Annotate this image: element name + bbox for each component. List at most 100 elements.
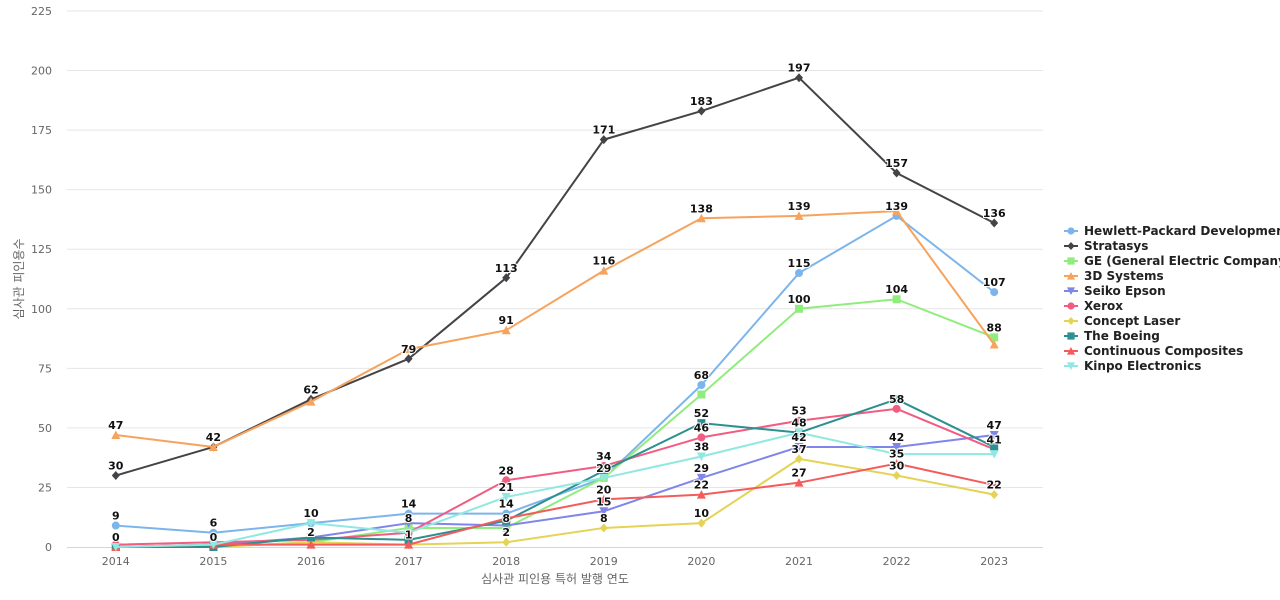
data-point bbox=[599, 473, 609, 483]
data-point bbox=[990, 442, 999, 451]
legend-label: Seiko Epson bbox=[1084, 284, 1166, 298]
data-point bbox=[696, 213, 706, 223]
legend-item[interactable]: Kinpo Electronics bbox=[1064, 359, 1201, 373]
x-tick-label: 2016 bbox=[297, 555, 325, 568]
series-lines bbox=[111, 73, 999, 552]
data-point bbox=[794, 478, 804, 487]
data-label: 21 bbox=[499, 481, 514, 494]
data-label: 30 bbox=[889, 460, 905, 473]
data-point bbox=[892, 206, 902, 216]
legend-marker bbox=[1067, 257, 1075, 265]
data-point bbox=[404, 354, 413, 364]
data-label: 8 bbox=[405, 512, 413, 525]
data-point bbox=[697, 381, 706, 390]
legend-label: 3D Systems bbox=[1084, 269, 1164, 283]
data-point bbox=[892, 450, 902, 459]
data-label: 107 bbox=[983, 276, 1006, 289]
legend-item[interactable]: Xerox bbox=[1064, 299, 1123, 313]
data-label: 8 bbox=[502, 512, 510, 525]
x-tick-label: 2022 bbox=[883, 555, 911, 568]
data-label: 38 bbox=[694, 440, 709, 453]
y-tick-label: 200 bbox=[31, 65, 52, 78]
data-point bbox=[892, 295, 901, 304]
legend-item[interactable]: Stratasys bbox=[1064, 239, 1148, 253]
y-tick-label: 0 bbox=[45, 541, 52, 554]
y-tick-label: 75 bbox=[38, 362, 52, 375]
series-stratasys bbox=[111, 73, 999, 481]
y-tick-label: 50 bbox=[38, 422, 52, 435]
data-point bbox=[794, 442, 804, 452]
legend-label: Xerox bbox=[1084, 299, 1123, 313]
legend-label: Hewlett-Packard Development bbox=[1084, 224, 1280, 238]
data-point bbox=[599, 494, 609, 504]
y-axis-title: 심사관 피인용수 bbox=[12, 238, 26, 319]
legend-marker bbox=[1067, 316, 1075, 326]
legend-label: The Boeing bbox=[1084, 329, 1160, 343]
data-point bbox=[989, 480, 999, 490]
data-point bbox=[697, 518, 706, 528]
data-point bbox=[208, 442, 218, 451]
data-label: 14 bbox=[401, 498, 417, 511]
legend-item[interactable]: Seiko Epson bbox=[1064, 284, 1166, 298]
legend-item[interactable]: Continuous Composites bbox=[1064, 344, 1243, 358]
data-label: 42 bbox=[889, 431, 904, 444]
series-line bbox=[115, 407, 995, 546]
data-point bbox=[404, 509, 413, 518]
data-label: 34 bbox=[596, 450, 612, 463]
data-label: 2 bbox=[502, 526, 510, 539]
data-point bbox=[990, 218, 999, 228]
data-point bbox=[990, 490, 999, 500]
data-point bbox=[697, 419, 706, 428]
legend-marker bbox=[1067, 227, 1075, 235]
data-point bbox=[111, 471, 120, 481]
data-point bbox=[501, 492, 511, 502]
data-label: 22 bbox=[694, 479, 709, 492]
legend-item[interactable]: 3D Systems bbox=[1064, 269, 1164, 283]
data-label: 46 bbox=[694, 421, 710, 434]
data-point bbox=[209, 528, 218, 537]
data-point bbox=[697, 433, 706, 442]
legend-label: Concept Laser bbox=[1084, 314, 1180, 328]
data-label: 10 bbox=[694, 507, 710, 520]
series-xerox bbox=[111, 404, 999, 549]
x-tick-label: 2019 bbox=[590, 555, 618, 568]
data-label: 42 bbox=[206, 431, 221, 444]
legend-item[interactable]: The Boeing bbox=[1064, 329, 1160, 343]
legend-label: Continuous Composites bbox=[1084, 344, 1243, 358]
data-label: 30 bbox=[108, 460, 124, 473]
x-tick-label: 2017 bbox=[395, 555, 423, 568]
legend-marker bbox=[1066, 287, 1076, 296]
y-tick-label: 225 bbox=[31, 5, 52, 18]
data-point bbox=[502, 509, 511, 518]
data-point bbox=[795, 73, 803, 83]
data-point bbox=[404, 523, 413, 532]
series-seiko-epson bbox=[111, 431, 999, 552]
data-label: 79 bbox=[401, 343, 416, 356]
series-line bbox=[115, 431, 995, 548]
data-point bbox=[404, 540, 414, 549]
data-point bbox=[892, 168, 901, 178]
data-label: 0 bbox=[210, 531, 218, 544]
data-label: 22 bbox=[987, 479, 1002, 492]
data-point bbox=[501, 325, 511, 335]
data-label: 52 bbox=[694, 407, 709, 420]
data-label: 157 bbox=[885, 157, 908, 170]
data-label: 58 bbox=[889, 393, 904, 406]
data-label: 37 bbox=[791, 443, 806, 456]
data-point bbox=[404, 519, 414, 528]
x-tick-label: 2023 bbox=[980, 555, 1008, 568]
legend-item[interactable]: Hewlett-Packard Development bbox=[1064, 224, 1280, 238]
grid-lines bbox=[67, 10, 1043, 488]
data-label: 171 bbox=[592, 124, 615, 137]
legend-marker bbox=[1066, 271, 1076, 280]
data-point bbox=[599, 523, 608, 533]
legend-item[interactable]: Concept Laser bbox=[1064, 314, 1180, 328]
legend-item[interactable]: GE (General Electric Company) bbox=[1064, 254, 1280, 268]
data-label: 139 bbox=[788, 200, 811, 213]
data-point bbox=[306, 540, 316, 549]
series-line bbox=[115, 76, 995, 477]
legend-label: GE (General Electric Company) bbox=[1084, 254, 1280, 268]
data-point bbox=[795, 269, 803, 278]
